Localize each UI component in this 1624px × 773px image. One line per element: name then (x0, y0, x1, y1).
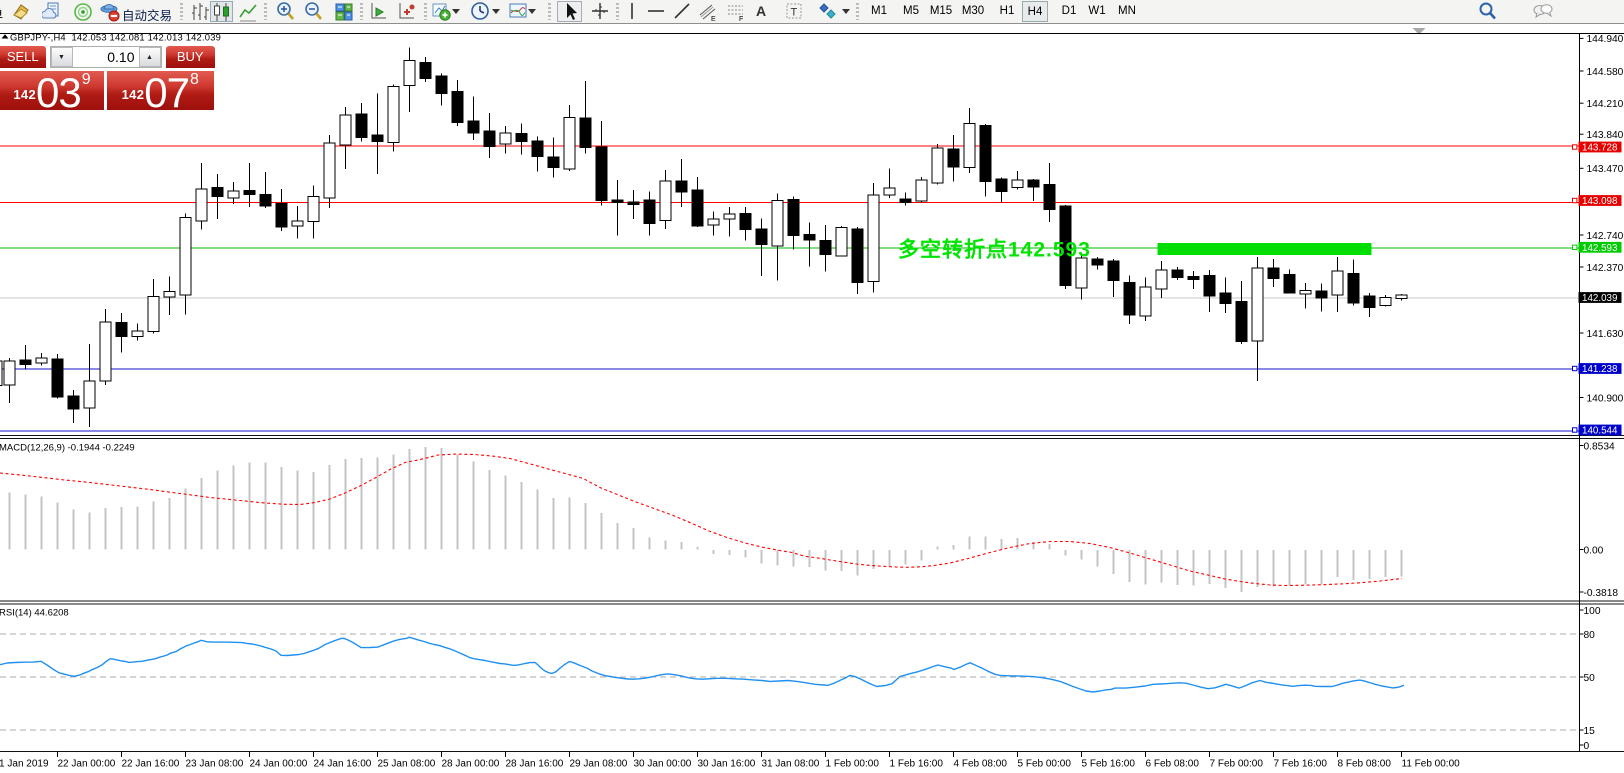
svg-text:140.900: 140.900 (1587, 393, 1624, 404)
svg-text:25 Jan 08:00: 25 Jan 08:00 (378, 759, 436, 770)
svg-text:144.210: 144.210 (1587, 99, 1624, 110)
svg-text:1 Feb 00:00: 1 Feb 00:00 (826, 759, 880, 770)
svg-text:28 Jan 16:00: 28 Jan 16:00 (506, 759, 564, 770)
svg-text:7 Feb 00:00: 7 Feb 00:00 (1210, 759, 1264, 770)
svg-text:GBPJPY-,H4 142.053 142.081 14: GBPJPY-,H4 142.053 142.081 142.013 142.0… (10, 32, 221, 43)
svg-text:141.238: 141.238 (1582, 364, 1618, 375)
svg-text:142.039: 142.039 (1582, 293, 1617, 304)
svg-text:144.580: 144.580 (1587, 67, 1624, 78)
svg-text:142.740: 142.740 (1587, 231, 1624, 242)
svg-text:1 Feb 16:00: 1 Feb 16:00 (890, 759, 944, 770)
svg-text:24 Jan 16:00: 24 Jan 16:00 (314, 759, 372, 770)
svg-text:29 Jan 08:00: 29 Jan 08:00 (570, 759, 628, 770)
svg-text:30 Jan 00:00: 30 Jan 00:00 (634, 759, 692, 770)
svg-text:0.8534: 0.8534 (1584, 441, 1615, 452)
svg-text:28 Jan 00:00: 28 Jan 00:00 (442, 759, 500, 770)
svg-text:6 Feb 08:00: 6 Feb 08:00 (1146, 759, 1200, 770)
svg-text:T: T (791, 7, 798, 19)
svg-text:22 Jan 16:00: 22 Jan 16:00 (122, 759, 180, 770)
svg-text:143.098: 143.098 (1582, 196, 1618, 207)
svg-text:0: 0 (1584, 741, 1590, 752)
svg-text:30 Jan 16:00: 30 Jan 16:00 (698, 759, 756, 770)
svg-text:142.593: 142.593 (1582, 243, 1618, 254)
svg-text:24 Jan 00:00: 24 Jan 00:00 (250, 759, 308, 770)
svg-text:MACD(12,26,9) -0.1944 -0.2249: MACD(12,26,9) -0.1944 -0.2249 (0, 443, 135, 454)
svg-text:144.940: 144.940 (1587, 34, 1624, 45)
svg-text:143.840: 143.840 (1587, 130, 1624, 141)
svg-text:140.544: 140.544 (1582, 426, 1618, 437)
svg-text:141.630: 141.630 (1587, 329, 1624, 340)
svg-text:22 Jan 00:00: 22 Jan 00:00 (58, 759, 116, 770)
svg-text:143.728: 143.728 (1582, 143, 1618, 154)
svg-text:100: 100 (1584, 606, 1601, 617)
svg-text:5 Feb 16:00: 5 Feb 16:00 (1082, 759, 1136, 770)
svg-text:21 Jan 2019: 21 Jan 2019 (0, 759, 49, 770)
svg-text:11 Feb 00:00: 11 Feb 00:00 (1402, 759, 1461, 770)
svg-text:RSI(14) 44.6208: RSI(14) 44.6208 (0, 608, 69, 619)
svg-text:F: F (739, 16, 743, 23)
svg-text:5 Feb 00:00: 5 Feb 00:00 (1018, 759, 1072, 770)
svg-text:E: E (711, 16, 716, 23)
svg-text:8 Feb 08:00: 8 Feb 08:00 (1338, 759, 1392, 770)
svg-text:-0.3818: -0.3818 (1584, 588, 1619, 599)
svg-text:142.370: 142.370 (1587, 263, 1624, 274)
svg-text:多空转折点142.593: 多空转折点142.593 (898, 238, 1091, 262)
svg-text:7 Feb 16:00: 7 Feb 16:00 (1274, 759, 1328, 770)
svg-text:23 Jan 08:00: 23 Jan 08:00 (186, 759, 244, 770)
svg-text:143.470: 143.470 (1587, 164, 1624, 175)
svg-text:50: 50 (1584, 673, 1596, 684)
svg-text:80: 80 (1584, 630, 1596, 641)
svg-text:0.00: 0.00 (1584, 545, 1604, 556)
svg-text:15: 15 (1584, 726, 1596, 737)
svg-text:4 Feb 08:00: 4 Feb 08:00 (954, 759, 1008, 770)
svg-text:31 Jan 08:00: 31 Jan 08:00 (762, 759, 820, 770)
